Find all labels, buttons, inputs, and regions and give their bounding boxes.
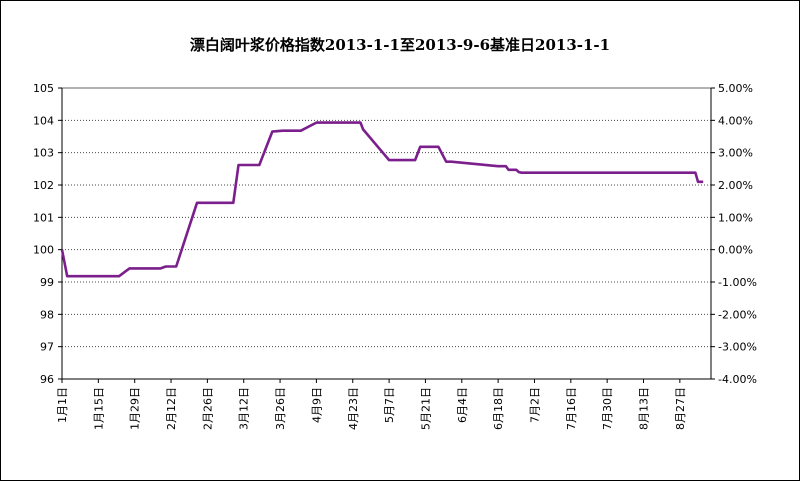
y2-tick-label: -1.00%: [718, 276, 757, 289]
x-axis-ticks: 1月1日 1月15日 1月29日 2月12日 2月26日 3月12日 3月26日 4月9日 4月…: [56, 379, 687, 430]
y2-tick-label: 3.00%: [718, 147, 753, 160]
y2-tick-label: 5.00%: [718, 82, 753, 95]
series-group: [60, 121, 704, 278]
x-tick-label: 8月27日: [674, 387, 687, 430]
y2-tick-label: -3.00%: [718, 341, 757, 354]
x-tick-label: 7月16日: [565, 387, 578, 430]
y-tick-label: 97: [40, 341, 54, 354]
x-tick-label: 2月12日: [165, 387, 178, 430]
gridlines: [62, 119, 711, 348]
x-tick-label: 4月23日: [347, 387, 360, 430]
x-tick-label: 6月4日: [456, 387, 469, 423]
y-tick-label: 96: [40, 373, 54, 386]
y2-tick-label: 0.00%: [718, 244, 753, 257]
y2-tick-label: 2.00%: [718, 179, 753, 192]
x-tick-label: 4月9日: [310, 387, 323, 423]
x-tick-label: 1月29日: [129, 387, 142, 430]
y2-tick-label: -2.00%: [718, 308, 757, 321]
x-tick-label: 3月26日: [274, 387, 287, 430]
y-tick-label: 100: [33, 244, 54, 257]
y-tick-label: 102: [33, 179, 54, 192]
x-tick-label: 1月15日: [92, 387, 105, 430]
right-axis-ticks: 5.00% 4.00% 3.00% 2.00% 1.00% 0.00% -1.00% -2.0…: [711, 82, 757, 386]
x-tick-label: 3月12日: [238, 387, 251, 430]
x-tick-label: 7月2日: [528, 387, 541, 423]
y-tick-label: 103: [33, 147, 54, 160]
series-line: [60, 121, 704, 278]
x-tick-label: 5月21日: [419, 387, 432, 430]
chart-title: 漂白阔叶浆价格指数2013-1-1至2013-9-6基准日2013-1-1: [189, 36, 611, 54]
left-axis-ticks: 105 104 103 102 101 100 99 98 97 96: [33, 82, 62, 386]
y-tick-label: 104: [33, 114, 54, 127]
y-tick-label: 99: [40, 276, 54, 289]
x-tick-label: 2月26日: [201, 387, 214, 430]
y-tick-label: 105: [33, 82, 54, 95]
y2-tick-label: 1.00%: [718, 211, 753, 224]
x-tick-label: 6月18日: [492, 387, 505, 430]
axes: [61, 87, 712, 380]
y-tick-label: 101: [33, 211, 54, 224]
y-tick-label: 98: [40, 308, 54, 321]
y2-tick-label: 4.00%: [718, 114, 753, 127]
x-tick-label: 5月7日: [383, 387, 396, 423]
x-tick-label: 8月13日: [638, 387, 651, 430]
x-tick-label: 1月1日: [56, 387, 69, 423]
y2-tick-label: -4.00%: [718, 373, 757, 386]
x-tick-label: 7月30日: [601, 387, 614, 430]
